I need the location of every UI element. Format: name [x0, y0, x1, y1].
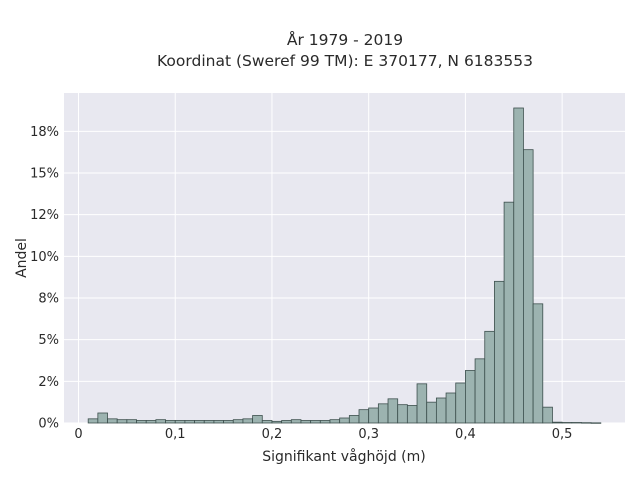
- histogram-bar: [435, 397, 447, 424]
- histogram-bar: [126, 419, 137, 424]
- histogram-bar: [223, 420, 234, 424]
- histogram-bar: [203, 420, 215, 424]
- y-axis-ticks: 0% 2% 5% 8% 10% 12% 15% 18%: [30, 125, 59, 432]
- histogram-bar: [552, 421, 563, 424]
- histogram-bar: [339, 417, 350, 424]
- y-tick-label: 8%: [38, 292, 59, 307]
- histogram-bar: [97, 412, 108, 424]
- histogram-bar: [281, 420, 292, 424]
- x-tick-label: 0,3: [358, 427, 379, 442]
- histogram-bar: [406, 405, 418, 424]
- histogram-bar: [503, 201, 515, 424]
- histogram-bar: [213, 420, 224, 424]
- histogram-bar: [174, 420, 186, 424]
- y-tick-label: 0%: [38, 417, 59, 432]
- y-tick-label: 2%: [38, 375, 59, 390]
- histogram-bar: [590, 422, 602, 424]
- histogram-bar: [252, 415, 263, 424]
- histogram-bar: [532, 303, 544, 424]
- histogram-bar: [329, 419, 341, 424]
- y-tick-label: 10%: [30, 250, 59, 265]
- histogram-bars: [87, 107, 602, 424]
- histogram-bar: [445, 392, 457, 424]
- histogram-bar: [377, 403, 389, 424]
- histogram-bar: [484, 330, 495, 424]
- histogram-bar: [155, 419, 166, 424]
- histogram-bar: [319, 420, 331, 424]
- histogram-bar: [542, 406, 553, 424]
- histogram-bar: [116, 419, 128, 424]
- x-tick-label: 0,5: [552, 427, 573, 442]
- y-tick-label: 15%: [30, 167, 59, 182]
- x-axis-ticks: 0 0,1 0,2 0,3 0,4 0,5: [74, 427, 572, 442]
- histogram-bar: [165, 420, 176, 424]
- histogram-bar: [465, 370, 476, 424]
- histogram-bar: [290, 419, 302, 424]
- histogram-bar: [561, 422, 573, 424]
- chart-title-line2: Koordinat (Sweref 99 TM): E 370177, N 61…: [157, 52, 533, 70]
- histogram-bar: [426, 401, 437, 424]
- histogram-bar: [571, 422, 582, 424]
- histogram-bar: [271, 420, 283, 424]
- y-tick-label: 5%: [38, 333, 59, 348]
- histogram-bar: [416, 383, 428, 424]
- histogram-bar: [261, 420, 273, 424]
- histogram-bar: [136, 420, 147, 424]
- x-axis-label: Signifikant våghöjd (m): [262, 448, 425, 465]
- x-tick-label: 0: [74, 427, 82, 442]
- histogram-bar: [513, 107, 524, 424]
- histogram-bar: [242, 418, 254, 424]
- y-axis-label: Andel: [14, 238, 30, 278]
- x-gridlines: [78, 93, 563, 423]
- histogram-bar: [397, 404, 408, 424]
- histogram-bar: [455, 382, 466, 424]
- histogram-bar: [387, 398, 399, 424]
- histogram-bar: [348, 415, 360, 424]
- histogram-bar: [368, 407, 379, 424]
- histogram-bar: [184, 420, 195, 424]
- y-tick-label: 18%: [30, 125, 59, 140]
- histogram-bar: [107, 418, 118, 424]
- histogram-bar: [494, 280, 505, 424]
- histogram-bar: [145, 420, 157, 424]
- y-tick-label: 12%: [30, 208, 59, 223]
- histogram-bar: [232, 419, 244, 424]
- histogram-bar: [581, 422, 592, 424]
- histogram-bar: [474, 358, 486, 424]
- x-tick-label: 0,2: [262, 427, 283, 442]
- histogram-bar: [358, 409, 370, 424]
- x-tick-label: 0,1: [165, 427, 186, 442]
- histogram-bar: [300, 420, 312, 424]
- histogram-bar: [310, 420, 321, 424]
- histogram-bar: [523, 149, 534, 424]
- x-tick-label: 0,4: [455, 427, 476, 442]
- chart-title-line1: År 1979 - 2019: [287, 30, 403, 49]
- histogram-bar: [87, 418, 99, 424]
- histogram-bar: [194, 420, 205, 424]
